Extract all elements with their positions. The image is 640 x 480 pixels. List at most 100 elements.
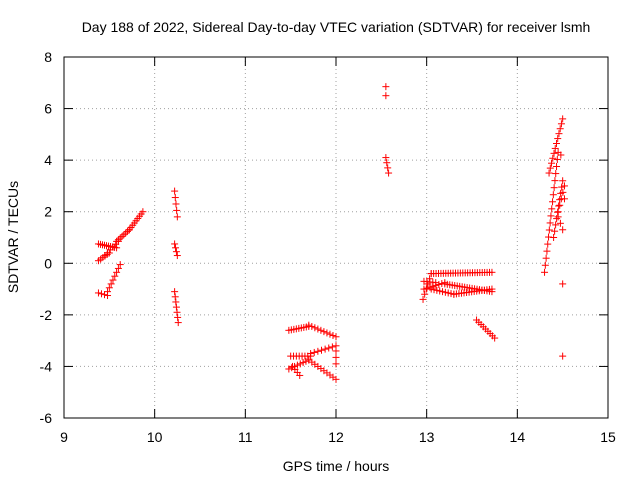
data-point xyxy=(122,229,130,237)
y-tick-label: 8 xyxy=(44,49,52,65)
chart-title: Day 188 of 2022, Sidereal Day-to-day VTE… xyxy=(82,19,591,35)
data-point xyxy=(296,360,304,368)
data-point xyxy=(111,272,119,280)
data-point xyxy=(107,280,115,288)
data-point xyxy=(559,115,567,123)
axis-ticks xyxy=(63,56,609,419)
data-point xyxy=(109,276,117,284)
data-point xyxy=(305,321,313,329)
data-point xyxy=(550,234,558,241)
data-point xyxy=(120,231,128,239)
data-point xyxy=(317,326,325,334)
data-point xyxy=(542,254,550,262)
data-point xyxy=(560,195,568,203)
y-tick-labels: -6 -4 -2 0 2 4 6 8 xyxy=(40,49,53,426)
data-point xyxy=(332,375,340,383)
data-point xyxy=(104,288,112,296)
data-point xyxy=(556,125,564,133)
data-point xyxy=(299,359,307,367)
data-point xyxy=(113,268,121,276)
data-point xyxy=(100,291,108,299)
data-point xyxy=(554,213,562,221)
y-tick-label: 2 xyxy=(44,204,52,220)
x-axis-label: GPS time / hours xyxy=(283,458,390,474)
data-point xyxy=(288,364,296,372)
x-tick-label: 14 xyxy=(510,429,526,445)
data-point xyxy=(314,325,322,333)
data-point xyxy=(553,163,561,171)
data-point xyxy=(550,184,558,192)
data-point xyxy=(174,319,182,327)
data-point xyxy=(559,280,567,288)
data-point xyxy=(328,343,336,351)
data-point xyxy=(173,308,181,316)
data-point xyxy=(559,188,567,196)
data-point xyxy=(553,215,561,223)
data-point xyxy=(114,264,122,272)
data-point xyxy=(557,120,565,128)
data-point xyxy=(171,240,179,248)
data-point xyxy=(172,244,180,252)
data-point xyxy=(332,353,340,361)
x-tick-labels: 9 10 11 12 13 14 15 xyxy=(60,429,616,445)
data-point xyxy=(552,139,560,147)
y-tick-label: 6 xyxy=(44,101,52,117)
data-point xyxy=(174,313,182,321)
data-point xyxy=(172,303,180,311)
data-point xyxy=(113,244,121,252)
y-tick-label: -2 xyxy=(40,307,53,323)
data-point xyxy=(544,240,552,248)
data-point xyxy=(385,169,393,177)
x-tick-label: 12 xyxy=(328,429,344,445)
data-point xyxy=(435,280,443,288)
data-point xyxy=(557,151,565,159)
data-point xyxy=(105,284,113,292)
data-point xyxy=(554,135,562,143)
data-point xyxy=(547,212,555,220)
data-point xyxy=(552,221,560,229)
data-point xyxy=(491,334,499,342)
data-point xyxy=(317,346,325,354)
data-point xyxy=(488,285,496,293)
data-point xyxy=(554,208,562,216)
data-point xyxy=(172,298,180,306)
data-point xyxy=(116,261,124,269)
data-point xyxy=(326,330,334,338)
y-tick-label: 0 xyxy=(44,255,52,271)
data-point xyxy=(543,247,551,255)
data-point xyxy=(555,202,563,210)
data-point xyxy=(546,219,554,227)
data-point xyxy=(548,205,556,213)
data-point xyxy=(419,295,427,303)
data-point xyxy=(171,288,179,296)
data-point xyxy=(384,164,392,172)
data-point xyxy=(173,213,181,221)
data-point xyxy=(541,268,549,276)
data-point xyxy=(545,226,553,234)
y-axis-label: SDTVAR / TECUs xyxy=(5,181,21,293)
x-tick-label: 10 xyxy=(147,429,163,445)
data-point xyxy=(329,331,337,339)
data-point xyxy=(311,324,319,332)
data-point xyxy=(118,232,126,240)
data-point xyxy=(546,164,554,172)
data-point xyxy=(332,333,340,341)
data-point xyxy=(310,348,318,356)
data-point xyxy=(171,187,179,195)
x-tick-label: 9 xyxy=(60,429,68,445)
data-point xyxy=(432,281,440,289)
data-point xyxy=(421,290,429,298)
data-point xyxy=(173,206,181,214)
data-series xyxy=(94,83,568,383)
data-point xyxy=(555,130,563,138)
data-point xyxy=(308,322,316,330)
data-point xyxy=(113,237,121,245)
data-point xyxy=(172,248,180,256)
data-point xyxy=(171,194,179,202)
data-point xyxy=(556,219,564,227)
data-point xyxy=(171,293,179,301)
data-point xyxy=(545,169,553,177)
data-point xyxy=(285,365,293,373)
data-point xyxy=(551,227,559,235)
